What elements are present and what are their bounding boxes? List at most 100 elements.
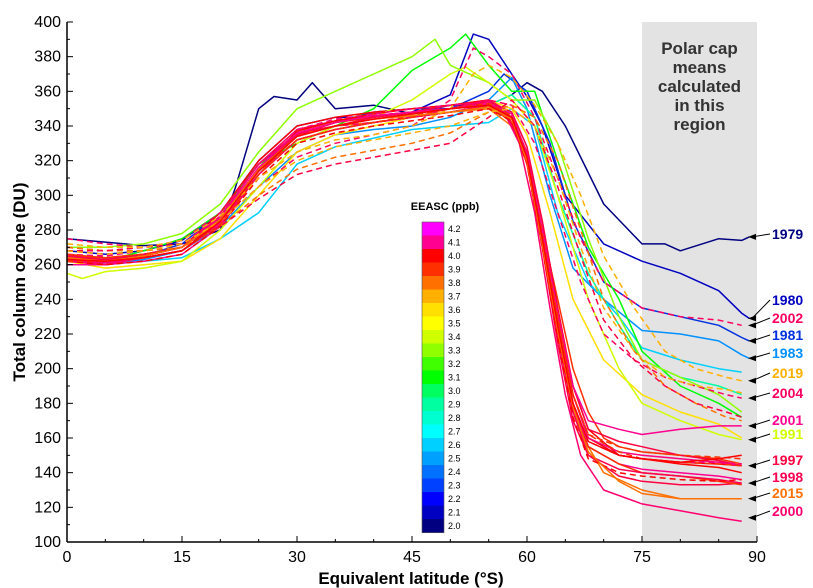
annotation-arrowhead — [748, 377, 756, 384]
series-line-1993 — [67, 104, 742, 481]
colorbar-label: 2.2 — [448, 494, 461, 504]
y-tick-label: 240 — [34, 291, 61, 308]
year-label-2002: 2002 — [772, 310, 803, 326]
annotation-arrowhead — [748, 422, 756, 429]
annotation-arrow-line — [751, 299, 771, 319]
colorbar-label: 2.5 — [448, 453, 461, 463]
colorbar-label: 4.0 — [448, 251, 461, 261]
y-tick-label: 320 — [34, 153, 61, 170]
year-label-2019: 2019 — [772, 365, 803, 381]
y-tick-label: 400 — [34, 14, 61, 31]
y-tick-label: 280 — [34, 222, 61, 239]
y-tick-label: 100 — [34, 534, 61, 551]
series-line-1990 — [66, 99, 743, 439]
series-line-2020 — [66, 104, 742, 464]
colorbar-label: 3.0 — [448, 386, 461, 396]
x-tick-label: 0 — [63, 549, 72, 566]
colorbar-swatch — [422, 276, 444, 290]
colorbar-label: 2.0 — [448, 521, 461, 531]
y-tick-label: 120 — [34, 499, 61, 516]
series-line-2001 — [66, 102, 742, 436]
colorbar-swatch — [422, 438, 444, 452]
y-tick-label: 340 — [34, 118, 61, 135]
colorbar-label: 3.7 — [448, 291, 461, 301]
year-label-1979: 1979 — [772, 226, 803, 242]
colorbar-swatch — [422, 289, 444, 304]
colorbar-label: 3.5 — [448, 318, 461, 328]
colorbar-label: 3.9 — [448, 264, 461, 274]
y-tick-label: 380 — [34, 49, 61, 66]
colorbar-label: 2.6 — [448, 440, 461, 450]
colorbar-swatch — [422, 222, 444, 236]
colorbar-label: 3.4 — [448, 332, 461, 342]
annotation-arrowhead — [748, 495, 756, 502]
annotation-arrowhead — [748, 322, 756, 329]
year-label-2000: 2000 — [772, 503, 803, 519]
y-axis-title: Total column ozone (DU) — [10, 183, 29, 382]
series-line-1997 — [66, 100, 742, 467]
y-tick-label: 300 — [34, 187, 61, 204]
series-line-1989 — [66, 99, 742, 474]
region-text-line: region — [674, 115, 726, 134]
colorbar-label: 2.1 — [448, 507, 461, 517]
series-line-2012 — [67, 99, 742, 418]
colorbar-swatch — [422, 505, 444, 520]
series-line-2014 — [67, 102, 742, 467]
year-label-2015: 2015 — [772, 485, 803, 501]
region-text-line: Polar cap — [661, 39, 738, 58]
colorbar-swatch — [422, 330, 444, 344]
axes-layer: 0 15 30 45 60 75 90 100 120 140 160 180 200 220 240 260… — [34, 14, 766, 566]
year-label-2001: 2001 — [772, 412, 803, 428]
colorbar: EEASC (ppb) 4.2 4.1 4.0 3.9 3.8 3.7 3.6 3.5 3.4 3.… — [411, 201, 480, 533]
series-line-1984 — [66, 107, 742, 373]
colorbar-swatch — [422, 424, 444, 439]
series-line-2003 — [66, 100, 742, 465]
colorbar-swatch — [422, 478, 444, 493]
year-label-1981: 1981 — [772, 327, 803, 343]
y-tick-label: 160 — [34, 430, 61, 447]
colorbar-swatch — [422, 397, 444, 412]
colorbar-swatch — [422, 492, 444, 506]
colorbar-label: 2.8 — [448, 413, 461, 423]
annotation-arrowhead — [748, 395, 756, 402]
year-label-1997: 1997 — [772, 452, 803, 468]
colorbar-frame — [421, 221, 445, 533]
series-line-2015 — [66, 106, 742, 500]
series-line-1995 — [66, 104, 742, 486]
series-line-2010 — [66, 104, 742, 422]
series-line-1998 — [66, 99, 742, 484]
colorbar-label: 2.3 — [448, 480, 461, 490]
annotation-arrowhead — [748, 514, 756, 521]
colorbar-title: EEASC (ppb) — [411, 201, 480, 213]
colorbar-swatch — [422, 451, 444, 466]
year-label-2004: 2004 — [772, 385, 803, 401]
year-label-1980: 1980 — [772, 292, 803, 308]
colorbar-swatch — [422, 249, 444, 263]
series-line-2002 — [66, 47, 742, 327]
colorbar-swatch — [422, 465, 444, 479]
colorbar-swatch — [422, 303, 444, 317]
colorbar-swatch — [422, 262, 444, 277]
y-tick-label: 200 — [34, 361, 61, 378]
x-tick-label: 15 — [173, 549, 191, 566]
annotation-arrowhead — [748, 355, 756, 362]
annotation-arrowhead — [748, 337, 756, 344]
x-tick-label: 60 — [518, 549, 536, 566]
colorbar-label: 2.7 — [448, 426, 461, 436]
x-tick-label: 30 — [288, 549, 306, 566]
colorbar-swatch — [422, 370, 444, 385]
colorbar-swatch — [422, 519, 444, 533]
colorbar-swatch — [422, 235, 444, 250]
year-label-1991: 1991 — [772, 426, 803, 442]
colorbar-label: 4.2 — [448, 224, 461, 234]
y-tick-label: 360 — [34, 83, 61, 100]
series-layer — [66, 33, 750, 522]
series-line-1996 — [66, 99, 742, 467]
x-tick-label: 90 — [748, 549, 766, 566]
colorbar-swatch — [422, 357, 444, 371]
colorbar-label: 2.4 — [448, 467, 461, 477]
series-line-1999 — [66, 102, 742, 467]
